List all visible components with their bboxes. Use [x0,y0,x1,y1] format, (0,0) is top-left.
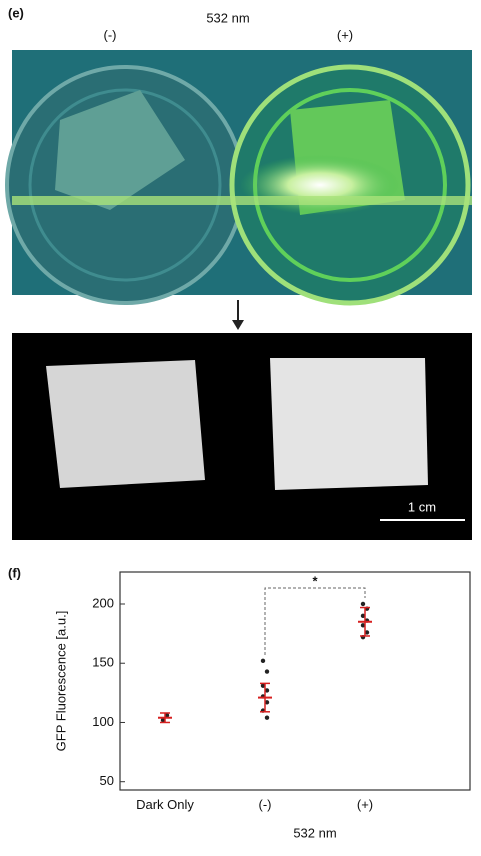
y-axis-label: GFP Fluorescence [a.u.] [53,611,68,752]
condition-label: (+) [337,27,353,42]
panel-label: (f) [8,565,21,580]
data-point [361,602,365,606]
significance-bracket [265,588,365,655]
x-tick-label: Dark Only [135,797,195,813]
data-point [265,716,269,720]
figure: (e) 532 nm (-) (+) 1 cm (f) GFP Fluoresc… [0,0,481,851]
scale-bar-label: 1 cm [408,499,436,514]
significance-label: * [312,573,318,588]
dish-photo [7,50,472,303]
panel-label: (e) [8,5,24,20]
x-axis-label: 532 nm [293,825,336,840]
plot-frame [120,572,470,790]
y-tick-label: 200 [92,595,114,610]
x-tick-label: (-) [235,797,295,813]
y-tick-label: 50 [100,773,114,788]
arrow [232,300,244,330]
data-point [261,659,265,663]
data-point [265,669,269,673]
fluorescence-photo: 1 cm [12,333,472,540]
condition-label: (-) [104,27,117,42]
y-tick-label: 100 [92,714,114,729]
y-tick-label: 150 [92,655,114,670]
x-tick-label: (+) [335,797,395,813]
page: (e) 532 nm (-) (+) 1 cm (f) GFP Fluoresc… [0,0,481,851]
wavelength-label: 532 nm [206,10,249,25]
